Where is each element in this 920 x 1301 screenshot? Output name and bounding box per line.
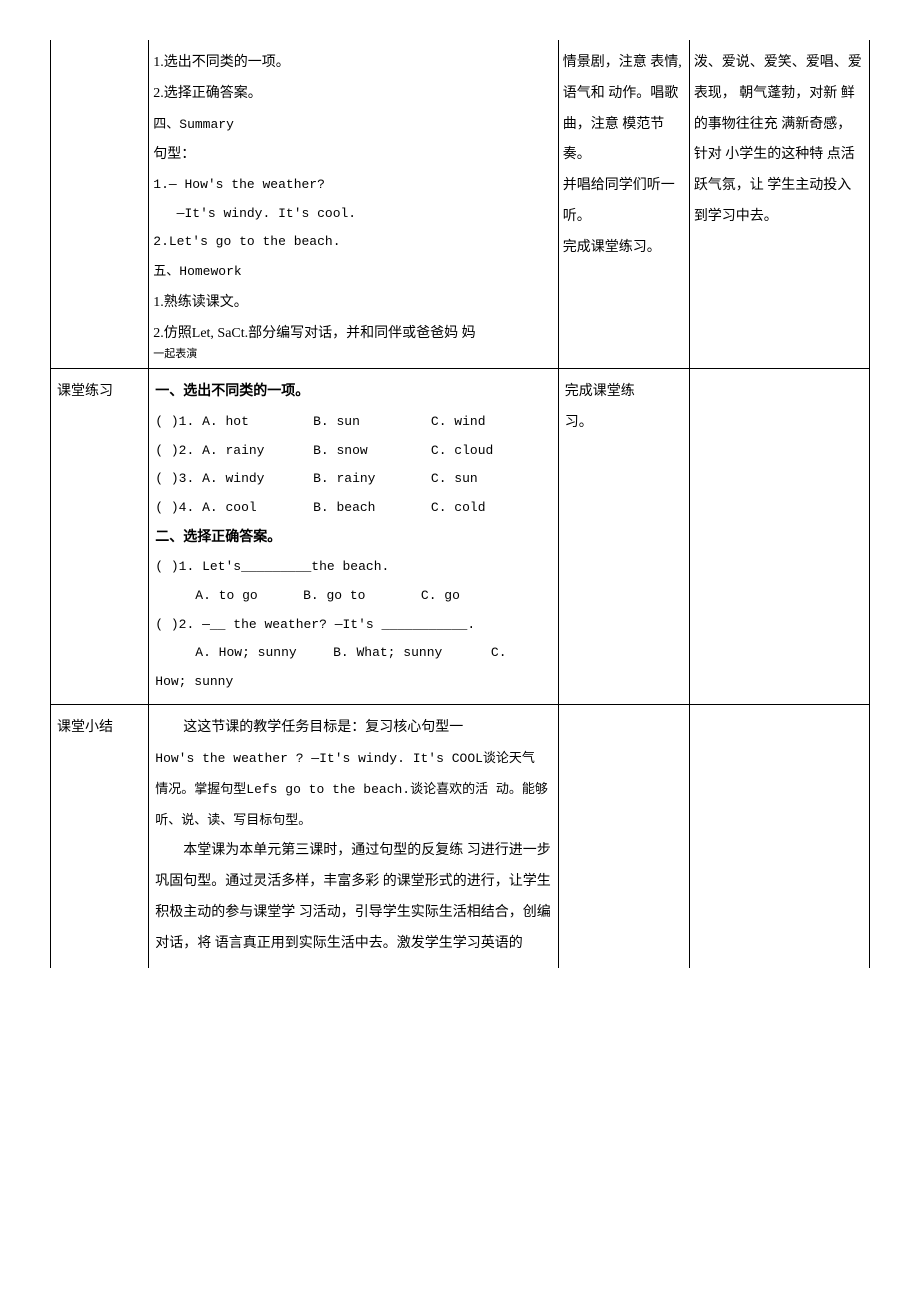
row3-intent [689, 705, 869, 968]
row2-content: 一、选出不同类的一项。 ( )1. A. hot B. sun C. wind … [149, 369, 559, 705]
table-row-3: 课堂小结 这这节课的教学任务目标是：复习核心句型一 How's the weat… [51, 705, 870, 968]
summary-p1: 这这节课的教学任务目标是：复习核心句型一 [155, 713, 552, 744]
row1-student: 情景剧，注意 表情,语气和 动作。唱歌曲，注意 模范节奏。 并唱给同学们听一听。… [558, 40, 689, 369]
row2-label: 课堂练习 [51, 369, 149, 705]
choice-line: A. to go B. go to C. go [155, 582, 552, 611]
question-line: ( )3. A. windy B. rainy C. sun [155, 465, 552, 494]
choice-tail: How; sunny [155, 668, 552, 697]
row3-content: 这这节课的教学任务目标是：复习核心句型一 How's the weather ?… [149, 705, 559, 968]
row1-intent: 泼、爱说、爱笑、爱唱、爱表现， 朝气蓬勃，对新 鲜的事物往往充 满新奇感，针对 … [689, 40, 869, 369]
table-row-2: 课堂练习 一、选出不同类的一项。 ( )1. A. hot B. sun C. … [51, 369, 870, 705]
row2-student: 完成课堂练 习。 [558, 369, 689, 705]
text-line: 五、Homework [153, 257, 552, 288]
text-block: 泼、爱说、爱笑、爱唱、爱表现， 朝气蓬勃，对新 鲜的事物往往充 满新奇感，针对 … [694, 48, 863, 233]
text-line: 2.Let's go to the beach. [153, 228, 552, 257]
choice-line: A. How; sunny B. What; sunny C. [155, 639, 552, 668]
row2-intent [689, 369, 869, 705]
row1-label [51, 40, 149, 369]
text-line: 1.熟练读课文。 [153, 288, 552, 319]
question-line: ( )2. —__ the weather? —It's ___________… [155, 611, 552, 640]
text-block: 情景剧，注意 表情,语气和 动作。唱歌曲，注意 模范节奏。 并唱给同学们听一听。… [563, 48, 683, 264]
summary-p2: How's the weather ? —It's windy. It's CO… [155, 744, 552, 836]
row3-label: 课堂小结 [51, 705, 149, 968]
row3-student [558, 705, 689, 968]
section-title: 二、选择正确答案。 [155, 523, 552, 554]
row1-content: 1.选出不同类的一项。 2.选择正确答案。 四、Summary 句型： 1.— … [149, 40, 559, 369]
text-line: 句型： [153, 140, 552, 171]
question-line: ( )2. A. rainy B. snow C. cloud [155, 437, 552, 466]
text-line: 一起表演 [153, 349, 552, 360]
text-line: 2.选择正确答案。 [153, 79, 552, 110]
text-line: 1.选出不同类的一项。 [153, 48, 552, 79]
question-line: ( )1. Let's_________the beach. [155, 553, 552, 582]
question-line: ( )1. A. hot B. sun C. wind [155, 408, 552, 437]
text-line: —It's windy. It's cool. [153, 200, 552, 229]
text-line: 1.— How's the weather? [153, 171, 552, 200]
question-line: ( )4. A. cool B. beach C. cold [155, 494, 552, 523]
text-line: 四、Summary [153, 110, 552, 141]
text-block: 完成课堂练 习。 [565, 377, 683, 439]
section-title: 一、选出不同类的一项。 [155, 377, 552, 408]
lesson-plan-table: 1.选出不同类的一项。 2.选择正确答案。 四、Summary 句型： 1.— … [50, 40, 870, 968]
table-row-1: 1.选出不同类的一项。 2.选择正确答案。 四、Summary 句型： 1.— … [51, 40, 870, 369]
summary-p3: 本堂课为本单元第三课时，通过句型的反复练 习进行进一步巩固句型。通过灵活多样，丰… [155, 836, 552, 959]
text-line: 2.仿照Let, SaCt.部分编写对话，并和同伴或爸爸妈 妈 [153, 319, 552, 350]
